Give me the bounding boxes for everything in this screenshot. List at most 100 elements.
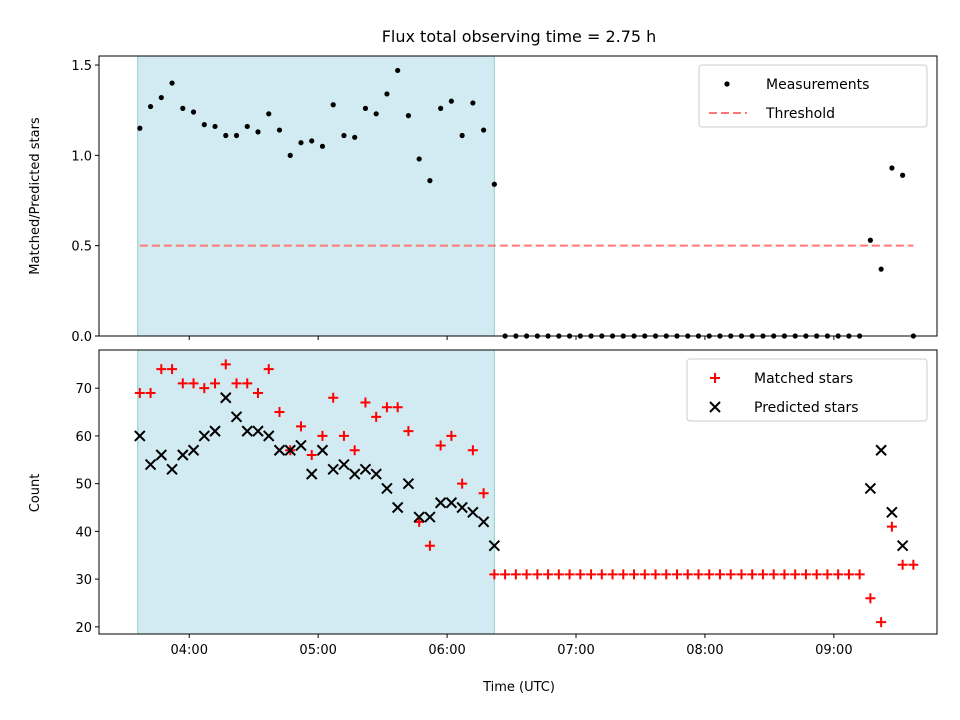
matched-point <box>177 378 188 389</box>
measurement-point <box>438 105 444 111</box>
measurement-point <box>169 80 175 86</box>
matched-point <box>725 569 736 580</box>
measurement-point <box>255 129 261 135</box>
matched-point <box>446 430 457 441</box>
matched-point <box>586 569 597 580</box>
matched-point <box>704 569 715 580</box>
matched-point <box>220 359 231 370</box>
matched-point <box>639 569 650 580</box>
matched-point <box>693 569 704 580</box>
matched-point <box>564 569 575 580</box>
x-tick-label: 04:00 <box>171 643 208 658</box>
matched-point <box>532 569 543 580</box>
y-tick-label: 70 <box>75 382 92 397</box>
legend-box <box>698 64 928 128</box>
observing-interval-shade <box>137 349 495 635</box>
measurement-point <box>158 94 164 101</box>
predicted-point <box>338 458 350 471</box>
predicted-point <box>359 463 372 476</box>
matched-point <box>424 540 435 551</box>
legend-label: Threshold <box>765 106 835 122</box>
matched-point <box>854 569 865 580</box>
measurement-point <box>309 138 315 144</box>
legend-x-marker <box>709 401 721 413</box>
chart-title: Flux total observing time = 2.75 h <box>382 27 657 46</box>
measurement-point <box>287 152 293 158</box>
matched-point <box>521 569 532 580</box>
predicted-point <box>144 458 157 471</box>
x-tick-label: 09:00 <box>815 643 852 658</box>
y-tick-label: 50 <box>75 478 92 493</box>
predicted-point <box>381 482 393 495</box>
matched-point <box>274 407 285 418</box>
measurement-point <box>352 134 358 140</box>
measurement-point <box>244 123 250 130</box>
series-predicted-stars <box>134 392 909 552</box>
measurement-point <box>266 111 272 117</box>
matched-point <box>167 364 178 375</box>
measurement-point <box>448 98 454 104</box>
matched-point <box>145 387 156 398</box>
measurement-point <box>889 165 895 171</box>
matched-point <box>747 569 758 580</box>
predicted-point <box>220 392 232 404</box>
matched-point <box>833 569 844 580</box>
measurement-point <box>341 132 347 139</box>
x-tick-label: 05:00 <box>299 643 336 658</box>
measurement-point <box>362 105 369 111</box>
x-tick-label: 08:00 <box>686 643 723 658</box>
matched-point <box>714 569 725 580</box>
matched-point <box>811 569 822 580</box>
legend: Matched stars Predicted stars <box>686 358 928 422</box>
matched-point <box>263 364 274 375</box>
predicted-point <box>467 506 479 518</box>
matched-point <box>489 569 500 580</box>
matched-point <box>897 559 908 570</box>
predicted-point <box>402 477 415 490</box>
measurement-point <box>459 132 465 139</box>
matched-point <box>736 569 747 580</box>
measurement-point <box>481 127 487 133</box>
y-tick-label: 1.5 <box>71 59 92 74</box>
y-tick-label: 0.5 <box>71 240 92 255</box>
matched-point <box>886 521 897 532</box>
measurement-point <box>867 237 873 243</box>
matched-point <box>757 569 768 580</box>
y-tick-label: 20 <box>75 621 92 636</box>
measurement-point <box>147 103 154 110</box>
predicted-point <box>134 430 146 442</box>
matched-point <box>392 402 403 413</box>
matched-point <box>457 478 468 489</box>
matched-point <box>843 569 854 580</box>
matched-point <box>650 569 661 580</box>
matched-point <box>317 430 328 441</box>
predicted-point <box>273 444 286 456</box>
matched-point <box>682 569 693 580</box>
matched-point <box>349 445 360 456</box>
measurement-point <box>319 143 326 149</box>
matched-point <box>661 569 672 580</box>
matched-point <box>822 569 833 580</box>
predicted-point <box>327 463 339 476</box>
measurement-point <box>384 91 390 97</box>
matched-point <box>467 445 478 456</box>
measurement-point <box>233 132 240 139</box>
predicted-point <box>413 511 425 523</box>
legend-plus-marker <box>710 373 720 383</box>
measurement-point <box>190 109 197 115</box>
measurement-point <box>201 122 207 128</box>
predicted-point <box>875 444 887 456</box>
legend-dot-marker <box>724 81 730 87</box>
matched-point <box>414 516 425 527</box>
matched-point <box>500 569 511 580</box>
matched-point <box>242 378 253 389</box>
measurement-point <box>900 172 906 178</box>
measurement-point <box>878 266 884 272</box>
matched-point <box>478 488 489 499</box>
y-tick-label: 1.0 <box>71 149 92 164</box>
y-tick-label: 40 <box>75 525 92 540</box>
predicted-point <box>316 444 329 456</box>
predicted-point <box>864 482 877 495</box>
matched-point <box>672 569 683 580</box>
y-axis-label-ratio: Matched/Predicted stars <box>28 117 43 275</box>
